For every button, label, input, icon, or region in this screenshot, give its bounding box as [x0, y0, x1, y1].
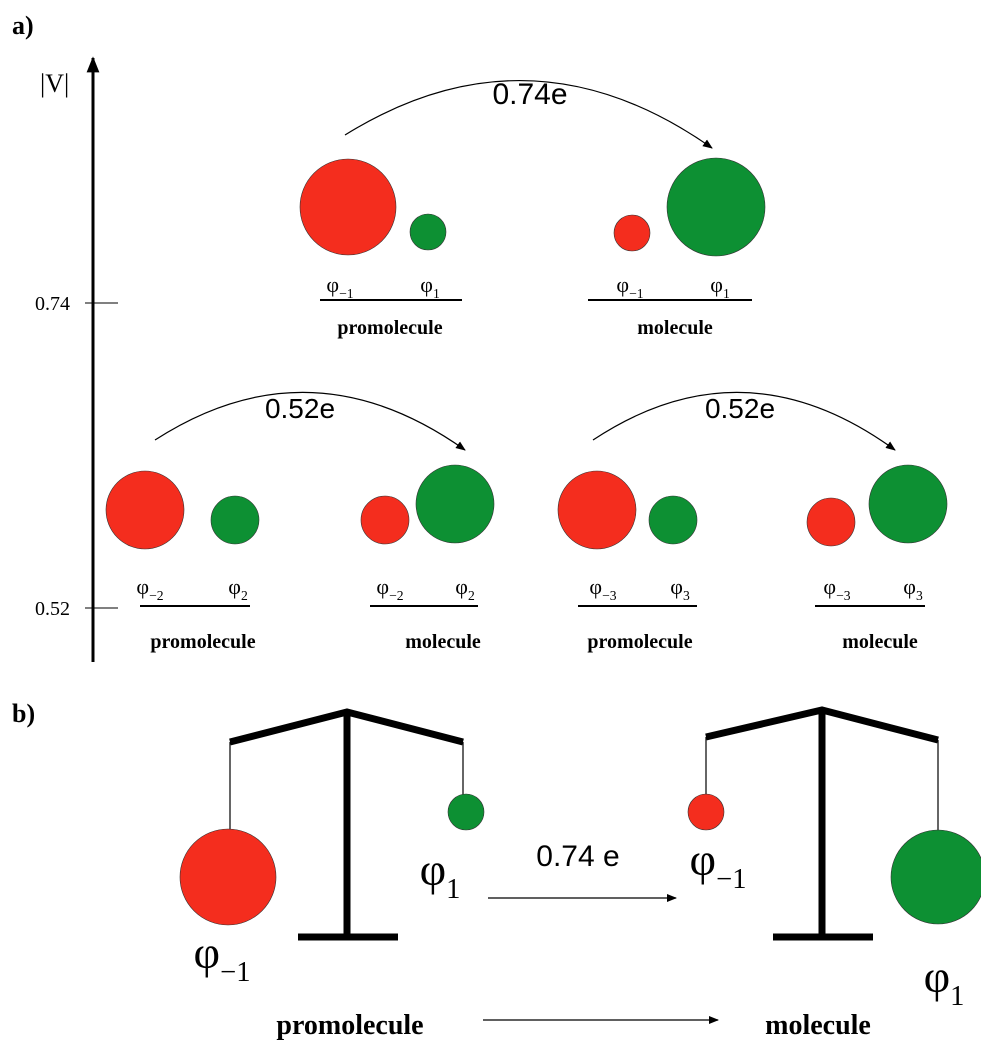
- orbital-label: φ−1: [326, 272, 353, 301]
- axis-tick-label: 0.74: [35, 293, 70, 315]
- panel-label: b): [12, 699, 35, 728]
- transfer-amount: 0.52e: [265, 393, 335, 424]
- orbital-subscript: 1: [446, 874, 460, 905]
- green-orbital: [448, 794, 484, 830]
- orbital-label: φ−1: [690, 834, 747, 895]
- orbital-subscript: −2: [389, 588, 404, 603]
- red-orbital: [807, 498, 855, 546]
- orbital-subscript: −1: [716, 864, 746, 895]
- orbital-label: φ2: [228, 574, 248, 603]
- orbital-symbol: φ: [228, 574, 241, 599]
- red-orbital: [300, 159, 396, 255]
- axis-label: |V|: [40, 69, 69, 98]
- red-orbital: [558, 471, 636, 549]
- red-orbital: [106, 471, 184, 549]
- green-orbital: [211, 496, 259, 544]
- orbital-label: φ−2: [136, 574, 163, 603]
- orbital-label: φ−3: [823, 574, 850, 603]
- orbital-symbol: φ: [376, 574, 389, 599]
- orbital-label: φ−3: [589, 574, 616, 603]
- green-orbital: [891, 830, 981, 924]
- orbital-label: φ2: [455, 574, 475, 603]
- transfer-amount: 0.74e: [492, 78, 567, 111]
- orbital-symbol: φ: [616, 272, 629, 297]
- orbital-subscript: −3: [836, 588, 851, 603]
- orbital-subscript: −3: [602, 588, 617, 603]
- state-name: molecule: [842, 631, 918, 653]
- orbital-label: φ1: [924, 951, 965, 1012]
- orbital-symbol: φ: [710, 272, 723, 297]
- panel-label: a): [12, 11, 34, 40]
- orbital-symbol: φ: [326, 272, 339, 297]
- orbital-subscript: 1: [950, 981, 964, 1012]
- state-name: promolecule: [337, 317, 442, 339]
- orbital-subscript: 1: [723, 286, 730, 301]
- green-orbital: [649, 496, 697, 544]
- red-orbital: [361, 496, 409, 544]
- orbital-label: φ−2: [376, 574, 403, 603]
- orbital-label: φ−1: [194, 927, 251, 988]
- green-orbital: [869, 465, 947, 543]
- state-name: promolecule: [150, 631, 255, 653]
- orbital-subscript: 2: [241, 588, 248, 603]
- green-orbital: [667, 158, 765, 256]
- orbital-symbol: φ: [455, 574, 468, 599]
- orbital-subscript: 1: [433, 286, 440, 301]
- green-orbital: [416, 465, 494, 543]
- axis-tick-label: 0.52: [35, 598, 70, 620]
- green-orbital: [410, 214, 446, 250]
- orbital-subscript: 3: [916, 588, 923, 603]
- state-name: promolecule: [587, 631, 692, 653]
- state-name: promolecule: [276, 1010, 423, 1041]
- red-orbital: [180, 829, 276, 925]
- orbital-symbol: φ: [194, 927, 221, 978]
- orbital-symbol: φ: [823, 574, 836, 599]
- orbital-subscript: 3: [683, 588, 690, 603]
- orbital-symbol: φ: [903, 574, 916, 599]
- orbital-subscript: −1: [339, 286, 354, 301]
- figure: a) |V| b) 0.740.520.74eφ−1φ1promoleculeφ…: [0, 0, 981, 1043]
- orbital-label: φ−1: [616, 272, 643, 301]
- state-name: molecule: [765, 1010, 871, 1041]
- orbital-subscript: 2: [468, 588, 475, 603]
- orbital-symbol: φ: [420, 272, 433, 297]
- orbital-label: φ1: [420, 844, 461, 905]
- red-orbital: [614, 215, 650, 251]
- orbital-subscript: −1: [220, 957, 250, 988]
- orbital-label: φ1: [710, 272, 730, 301]
- state-name: molecule: [637, 317, 713, 339]
- orbital-label: φ1: [420, 272, 440, 301]
- orbital-label: φ3: [903, 574, 923, 603]
- transfer-amount: 0.52e: [705, 393, 775, 424]
- orbital-symbol: φ: [420, 844, 447, 895]
- orbital-symbol: φ: [589, 574, 602, 599]
- state-name: molecule: [405, 631, 481, 653]
- orbital-symbol: φ: [690, 834, 717, 885]
- orbital-symbol: φ: [670, 574, 683, 599]
- orbital-subscript: −2: [149, 588, 164, 603]
- orbital-symbol: φ: [136, 574, 149, 599]
- orbital-symbol: φ: [924, 951, 951, 1002]
- transfer-amount: 0.74 e: [536, 840, 619, 873]
- orbital-subscript: −1: [629, 286, 644, 301]
- red-orbital: [688, 794, 724, 830]
- orbital-label: φ3: [670, 574, 690, 603]
